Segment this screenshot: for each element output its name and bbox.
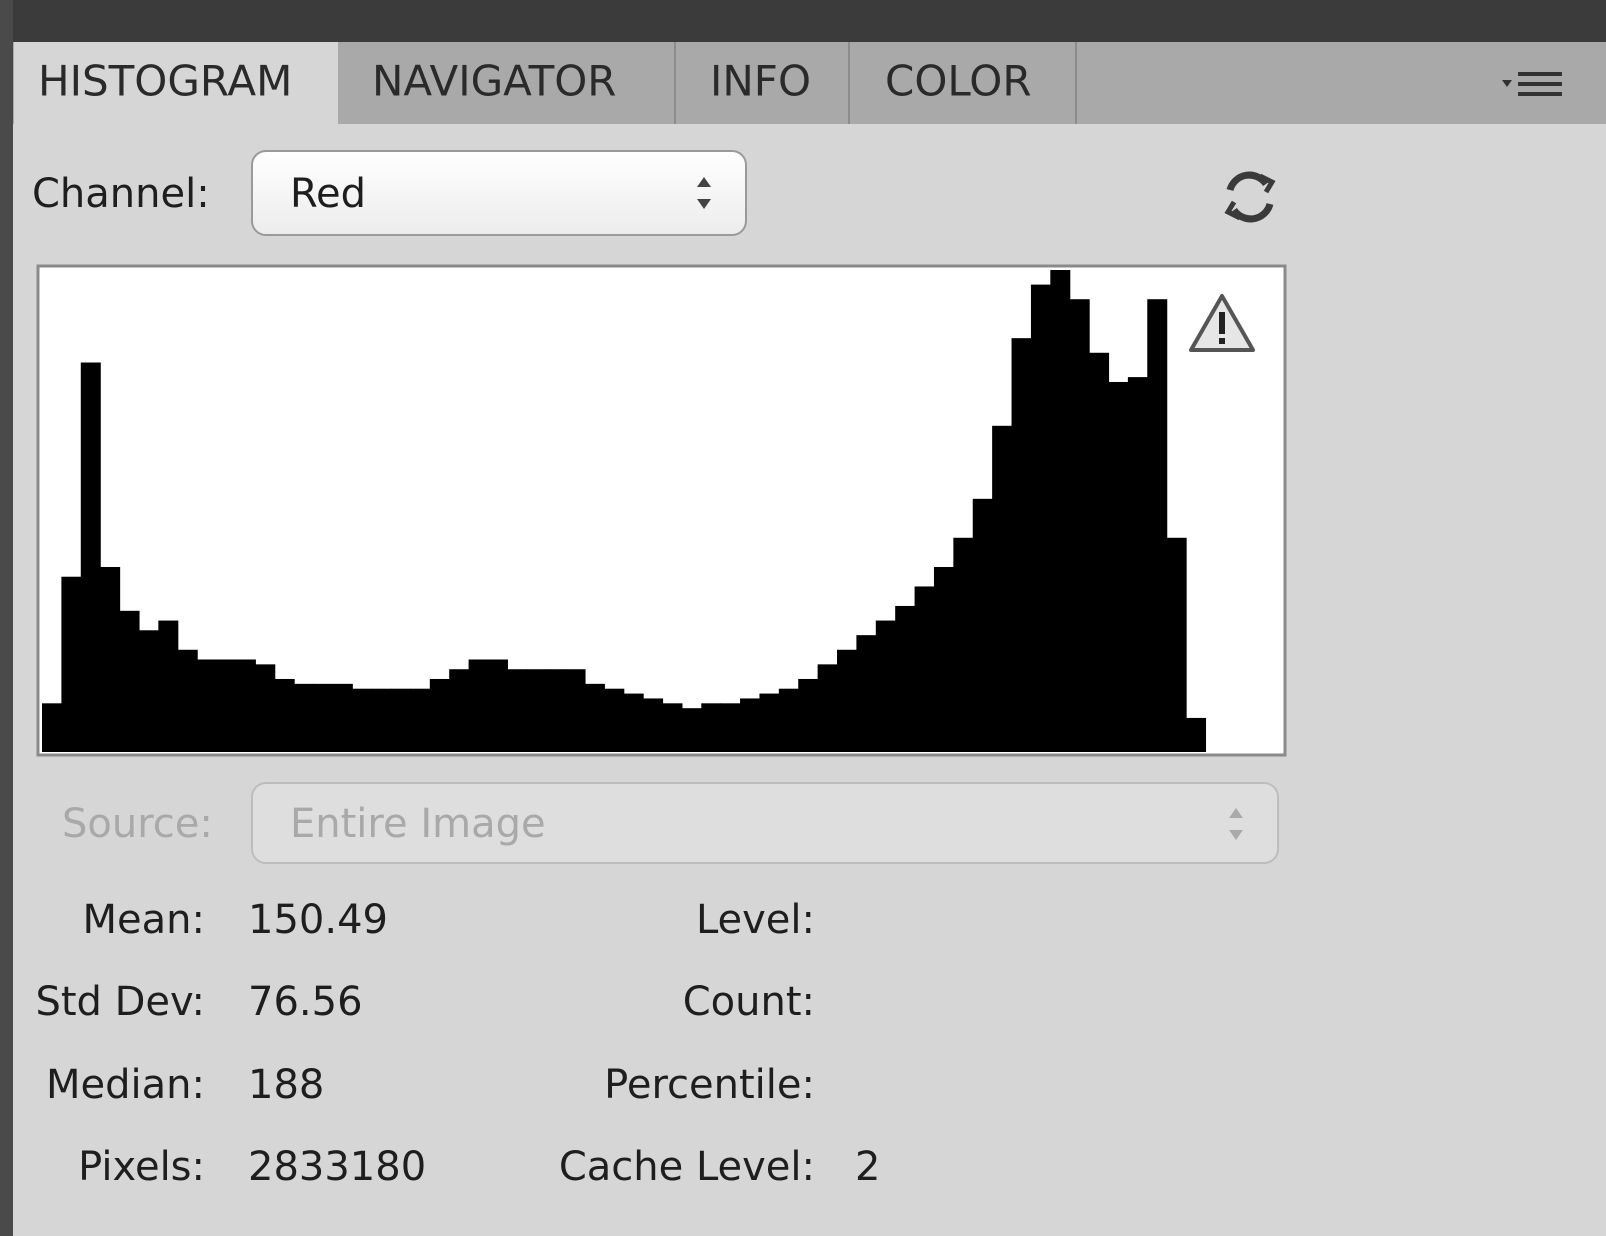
tab[interactable]: INFO: [710, 57, 811, 106]
histogram-bar: [158, 620, 179, 752]
dropdown-arrows: [1229, 808, 1243, 840]
tab[interactable]: NAVIGATOR: [372, 57, 617, 106]
histogram-bar: [274, 678, 295, 752]
histogram-bar: [604, 688, 625, 752]
stat-value: 2: [855, 1144, 880, 1190]
tab[interactable]: COLOR: [885, 57, 1032, 106]
histogram-bar: [681, 708, 702, 752]
histogram-bar: [449, 669, 470, 752]
histogram-bar: [662, 703, 683, 752]
histogram-bar: [216, 659, 237, 752]
histogram-bar: [914, 586, 935, 752]
left-edge: [0, 0, 13, 1236]
stat-label: Pixels:: [78, 1144, 205, 1190]
histogram-bar: [1030, 284, 1051, 752]
histogram-bar: [197, 659, 218, 752]
histogram-bar: [701, 703, 722, 752]
histogram-bar: [1166, 537, 1187, 752]
histogram-bar: [487, 659, 508, 752]
source-dropdown: [251, 782, 1279, 864]
histogram: [42, 270, 1207, 752]
histogram-bar: [759, 693, 780, 752]
histogram-bar: [429, 678, 450, 752]
histogram-bar: [953, 537, 974, 752]
channel-value: Red: [290, 171, 366, 217]
histogram-bar: [100, 566, 121, 752]
histogram-bar: [332, 683, 353, 752]
histogram-bar: [1186, 717, 1207, 752]
warning-icon: [1189, 294, 1255, 352]
histogram-bar: [410, 688, 431, 752]
histogram-bar: [584, 683, 605, 752]
histogram-bar: [1069, 299, 1090, 752]
title-strip: [0, 0, 1606, 42]
stat-label: Std Dev:: [35, 979, 205, 1025]
stat-label: Mean:: [83, 897, 205, 943]
histogram-bar: [720, 703, 741, 752]
histogram-bar: [972, 498, 993, 752]
histogram-bar: [1108, 381, 1129, 752]
histogram-bar: [255, 664, 276, 752]
channel-dropdown[interactable]: [251, 150, 747, 236]
histogram-bar: [1011, 338, 1032, 752]
histogram-bar: [1147, 299, 1168, 752]
histogram-bar: [177, 649, 198, 752]
histogram-bar: [643, 698, 664, 752]
histogram-bar: [80, 362, 101, 752]
statistics: Mean: 150.49 Std Dev: 76.56 Median: 188 Pixels…: [35, 897, 880, 1190]
refresh-icon[interactable]: [1224, 171, 1276, 223]
stat-label: Median:: [46, 1062, 205, 1108]
histogram-bar: [837, 649, 858, 752]
histogram-bar: [526, 669, 547, 752]
tab[interactable]: HISTOGRAM: [38, 57, 292, 106]
stat-label: Percentile:: [604, 1062, 815, 1108]
histogram-bar: [391, 688, 412, 752]
stat-label: Cache Level:: [559, 1144, 815, 1190]
histogram-bar: [895, 605, 916, 752]
histogram-bar: [313, 683, 334, 752]
stat-label: Count:: [683, 979, 815, 1025]
histogram-bar: [933, 566, 954, 752]
stat-value: 150.49: [248, 897, 388, 943]
histogram-bar: [817, 664, 838, 752]
histogram-bar: [992, 425, 1013, 752]
histogram-bar: [468, 659, 489, 752]
histogram-bar: [61, 576, 82, 752]
histogram-bar: [235, 659, 256, 752]
dropdown-arrows: [697, 177, 711, 209]
histogram-bar: [42, 703, 62, 752]
histogram-bar: [856, 635, 877, 752]
histogram-bar: [1089, 352, 1110, 752]
panel-menu[interactable]: [1502, 72, 1562, 96]
stat-label: Level:: [696, 897, 815, 943]
stat-value: 188: [248, 1062, 324, 1108]
histogram-bar: [119, 610, 140, 752]
histogram-bar: [138, 630, 159, 752]
histogram-bar: [1050, 270, 1071, 752]
histogram-bar: [623, 693, 644, 752]
histogram-bar: [778, 688, 799, 752]
histogram-bar: [352, 688, 373, 752]
histogram-bar: [294, 683, 315, 752]
histogram-bar: [546, 669, 567, 752]
histogram-bar: [1127, 377, 1148, 752]
histogram-bar: [371, 688, 392, 752]
stat-value: 2833180: [248, 1144, 426, 1190]
channel-label: Channel:: [32, 171, 210, 217]
histogram-bar: [565, 669, 586, 752]
histogram-bar: [507, 669, 528, 752]
histogram-bar: [798, 678, 819, 752]
stat-value: 76.56: [248, 979, 363, 1025]
histogram-bar: [740, 698, 761, 752]
source-value: Entire Image: [290, 801, 546, 847]
source-label: Source:: [62, 801, 213, 847]
histogram-bar: [875, 620, 896, 752]
active-tab[interactable]: [14, 42, 338, 126]
